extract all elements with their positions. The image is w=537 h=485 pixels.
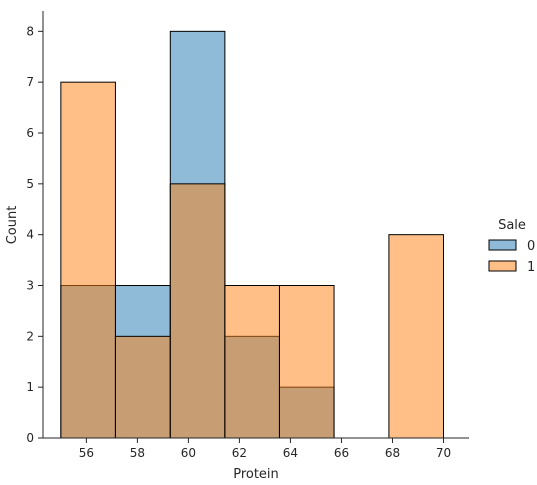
y-tick-label: 4 [26, 228, 34, 242]
y-tick-label: 0 [26, 431, 34, 445]
legend-items: 01 [488, 239, 535, 275]
legend: Sale 01 [488, 218, 535, 275]
legend-label-sale-0: 0 [527, 239, 535, 254]
y-ticks: 0 1 2 3 4 5 6 7 8 [26, 24, 43, 445]
bar-sale-1-bin-6 [388, 234, 444, 439]
bar-sale-1-bin-4 [278, 285, 335, 439]
bar-sale-1-bin-3 [224, 285, 280, 439]
y-tick-label: 5 [26, 177, 34, 191]
x-tick-label: 58 [130, 446, 145, 460]
x-axis-label: Protein [233, 467, 279, 482]
legend-title: Sale [498, 218, 526, 233]
x-tick-label: 64 [283, 446, 298, 460]
bar-sale-1-bin-0 [60, 81, 116, 439]
y-tick-label: 1 [26, 380, 34, 394]
x-tick-label: 66 [334, 446, 349, 460]
x-tick-label: 62 [232, 446, 247, 460]
x-tick-label: 56 [79, 446, 94, 460]
bar-sale-1-bin-1 [114, 335, 171, 439]
y-axis-label: Count [5, 206, 20, 245]
legend-swatch-sale-0 [488, 239, 517, 251]
x-tick-label: 68 [385, 446, 400, 460]
y-tick-label: 8 [26, 24, 34, 38]
bar-sale-1-bin-2 [169, 183, 226, 439]
y-tick-label: 2 [26, 329, 34, 343]
y-tick-label: 3 [26, 279, 34, 293]
x-ticks: 56 58 60 62 64 66 68 70 [79, 438, 451, 460]
legend-label-sale-1: 1 [527, 260, 535, 275]
y-tick-label: 7 [26, 75, 34, 89]
legend-swatch-sale-1 [488, 260, 517, 272]
bars-layer [60, 30, 444, 439]
x-tick-label: 60 [181, 446, 196, 460]
x-tick-label: 70 [436, 446, 451, 460]
y-tick-label: 6 [26, 126, 34, 140]
